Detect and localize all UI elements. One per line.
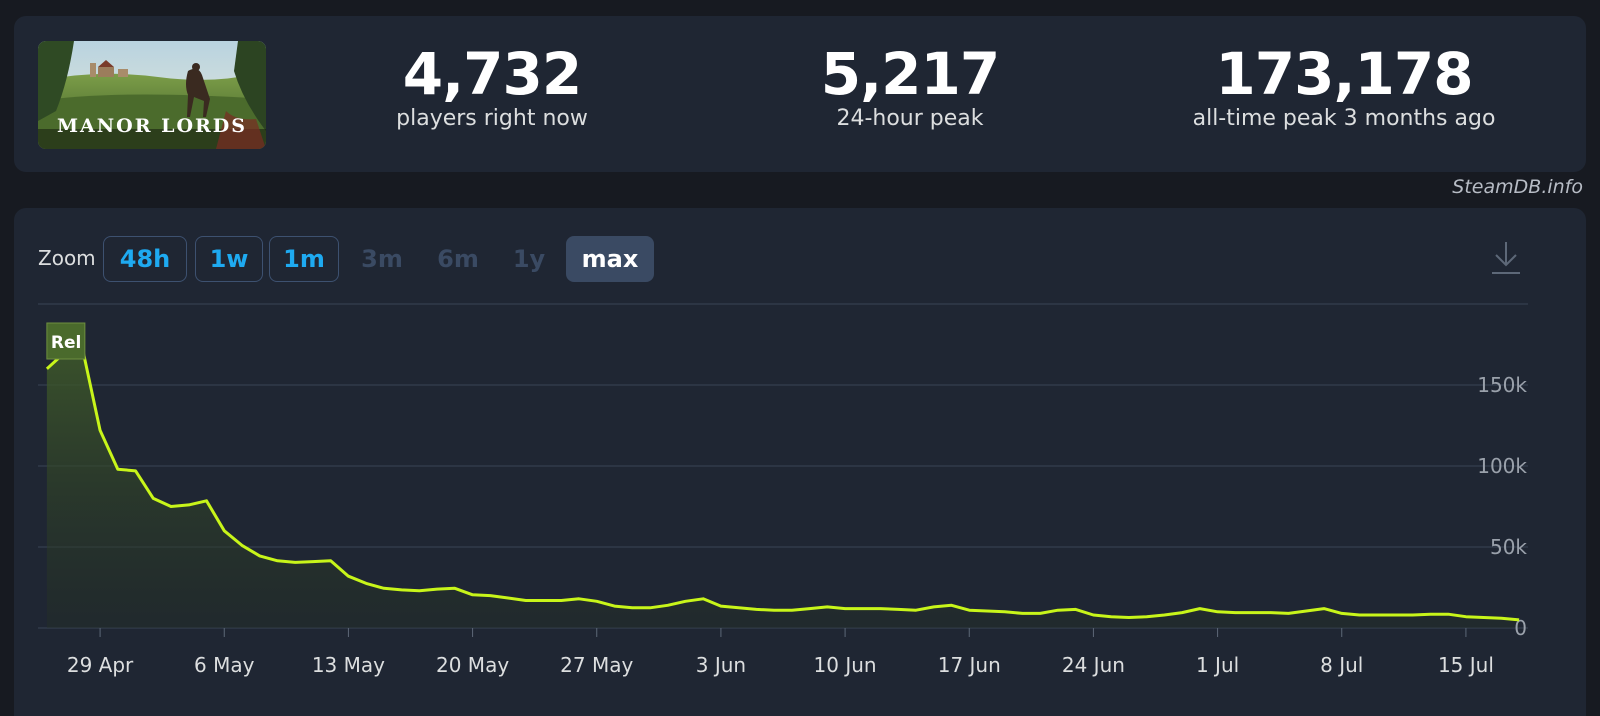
release-marker-label: Rel [51, 333, 81, 353]
y-tick-label: 50k [1490, 535, 1527, 559]
current-players-value: 4,732 [402, 40, 582, 108]
x-tick-label: 29 Apr [67, 653, 134, 677]
stats-panel: MANOR LORDS 4,732 players right now 5,21… [14, 16, 1586, 172]
current-players-label: players right now [396, 106, 588, 131]
series-line-path [45, 346, 1520, 622]
zoom-3m-button[interactable]: 3m [361, 245, 403, 273]
daily-peak-stat: 5,217 24-hour peak [790, 40, 1030, 132]
chart-panel: Zoom 48h 1w 1m 3m 6m 1y max 0 50k 100k 150k… [14, 208, 1586, 716]
player-count-chart: 0 50k 100k 150k 29 Apr 6 May 13 May 20 May 27 M… [38, 303, 1528, 677]
x-tick-label: 20 May [436, 653, 509, 677]
zoom-label: Zoom [38, 246, 96, 270]
game-logo-image[interactable]: MANOR LORDS [38, 41, 266, 149]
x-tick-label: 10 Jun [814, 653, 877, 677]
all-time-peak-label: all-time peak 3 months ago [1192, 106, 1496, 131]
y-axis-ticks: 0 50k 100k 150k [1477, 373, 1527, 640]
current-players-stat: 4,732 players right now [372, 40, 612, 132]
x-tick-label: 15 Jul [1438, 653, 1494, 677]
x-tick-label: 27 May [560, 653, 633, 677]
x-tick-label: 3 Jun [696, 653, 746, 677]
all-time-peak-stat: 173,178 all-time peak 3 months ago [1174, 40, 1514, 132]
zoom-48h-button[interactable]: 48h [103, 236, 187, 282]
steamdb-credit-link[interactable]: SteamDB.info [1452, 176, 1583, 198]
x-tick-label: 8 Jul [1320, 653, 1363, 677]
x-tick-label: 24 Jun [1062, 653, 1125, 677]
x-tick-label: 1 Jul [1196, 653, 1239, 677]
game-title: MANOR LORDS [57, 115, 247, 137]
y-tick-label: 150k [1477, 373, 1527, 397]
download-icon[interactable] [1490, 240, 1522, 276]
area-fill [46, 347, 1520, 628]
release-marker-box [46, 322, 86, 360]
daily-peak-label: 24-hour peak [836, 106, 984, 131]
zoom-1y-button[interactable]: 1y [512, 245, 546, 273]
area-path [46, 347, 1520, 628]
x-tick-label: 13 May [312, 653, 385, 677]
all-time-peak-value: 173,178 [1215, 40, 1473, 108]
x-axis-ticks: 29 Apr 6 May 13 May 20 May 27 May 3 Jun 10 Jun… [67, 628, 1494, 677]
zoom-6m-button[interactable]: 6m [437, 245, 479, 273]
zoom-1m-button[interactable]: 1m [269, 236, 339, 282]
game-logo-art [38, 41, 266, 149]
y-tick-label: 0 [1514, 616, 1527, 640]
release-annotation: Rel [46, 322, 86, 360]
x-tick-label: 6 May [194, 653, 255, 677]
zoom-max-button[interactable]: max [566, 236, 654, 282]
y-tick-label: 100k [1477, 454, 1527, 478]
series-line [45, 346, 1520, 622]
daily-peak-value: 5,217 [820, 40, 1000, 108]
zoom-1w-button[interactable]: 1w [195, 236, 263, 282]
x-tick-label: 17 Jun [938, 653, 1001, 677]
